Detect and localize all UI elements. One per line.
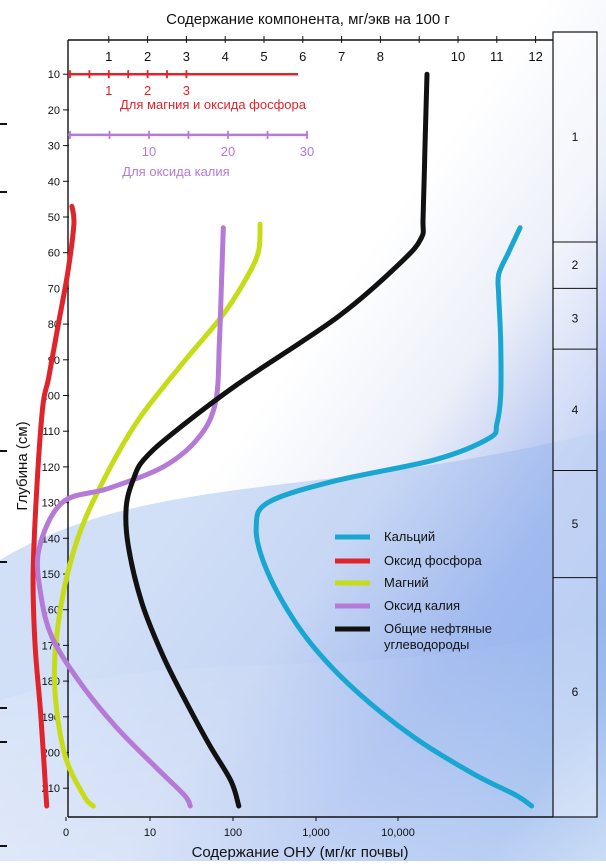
- top-tick-label: 4: [222, 49, 229, 64]
- series-group: [30, 71, 535, 809]
- depth-tick-label: 10: [48, 69, 60, 81]
- legend-label: Общие нефтяные углеводороды: [384, 621, 492, 652]
- series-line: [34, 225, 226, 809]
- bottom-tick-label: 100: [224, 827, 242, 839]
- inset-scale-label: Для оксида калия: [122, 164, 229, 179]
- horizon-label: 5: [572, 517, 579, 531]
- depth-tick-label: 140: [42, 533, 60, 545]
- depth-tick-label: 30: [48, 141, 60, 153]
- top-tick-label: 1: [105, 49, 112, 64]
- left-edge-marks: [0, 123, 7, 847]
- top-tick-label: 11: [490, 49, 504, 64]
- bottom-tick-label: 1,000: [302, 827, 330, 839]
- series-line: [253, 225, 535, 809]
- depth-tick-label: 60: [48, 248, 60, 260]
- y-axis-label: Глубина (см): [14, 421, 31, 510]
- legend-label: Кальций: [384, 529, 435, 544]
- depth-tick-label: 70: [48, 283, 60, 295]
- chart-title: Содержание компонента, мг/экв на 100 г: [166, 11, 450, 28]
- inset-tick-label: 30: [300, 144, 314, 159]
- horizon-column-box: [552, 31, 598, 818]
- top-tick-label: 8: [377, 49, 384, 64]
- top-tick-label: 3: [183, 49, 190, 64]
- depth-tick-label: 120: [42, 462, 60, 474]
- depth-tick-label: 150: [42, 569, 60, 581]
- horizon-label: 2: [572, 258, 579, 272]
- background-haze: [0, 620, 606, 861]
- inset-tick-label: 2: [144, 83, 151, 98]
- inset-tick-label: 1: [105, 83, 112, 98]
- top-tick-label: 6: [299, 49, 306, 64]
- series-line: [51, 221, 263, 809]
- inset-tick-label: 20: [221, 144, 235, 159]
- inset-tick-label: 3: [183, 83, 190, 98]
- depth-tick-label: 180: [42, 676, 60, 688]
- series-line: [30, 203, 77, 809]
- inset-tick-label: 10: [142, 144, 156, 159]
- horizon-label: 3: [572, 312, 579, 326]
- series-line: [123, 71, 430, 809]
- horizon-column: 1 2 3 4 5 6: [552, 31, 598, 818]
- depth-tick-label: 40: [48, 176, 60, 188]
- top-tick-label: 12: [528, 49, 542, 64]
- top-tick-label: 5: [260, 49, 267, 64]
- axes-group: 1 2 3 4 5 6 7 8 10 11 1210203040506070809010011012…: [42, 36, 553, 839]
- top-tick-label: 10: [451, 49, 465, 64]
- depth-tick-label: 110: [42, 426, 60, 438]
- top-tick-label: 7: [338, 49, 345, 64]
- bottom-tick-label: 10,000: [381, 827, 415, 839]
- depth-tick-label: 200: [42, 748, 60, 760]
- horizon-label: 6: [572, 685, 579, 699]
- depth-tick-label: 50: [48, 212, 60, 224]
- bottom-tick-label: 0: [63, 827, 69, 839]
- horizon-label: 4: [572, 403, 579, 417]
- inset-scale-label: Для магния и оксида фосфора: [120, 97, 307, 112]
- horizon-label: 1: [572, 130, 579, 144]
- legend-label: Магний: [384, 575, 429, 590]
- bottom-tick-label: 10: [144, 827, 156, 839]
- legend-label: Оксид калия: [384, 598, 460, 613]
- depth-tick-label: 20: [48, 105, 60, 117]
- top-tick-label: 2: [144, 49, 151, 64]
- x-axis-label: Содержание ОНУ (мг/кг почвы): [192, 844, 409, 861]
- legend: Кальций Оксид фосфора Магний Оксид калия Общ…: [335, 529, 492, 652]
- legend-label: Оксид фосфора: [384, 553, 482, 568]
